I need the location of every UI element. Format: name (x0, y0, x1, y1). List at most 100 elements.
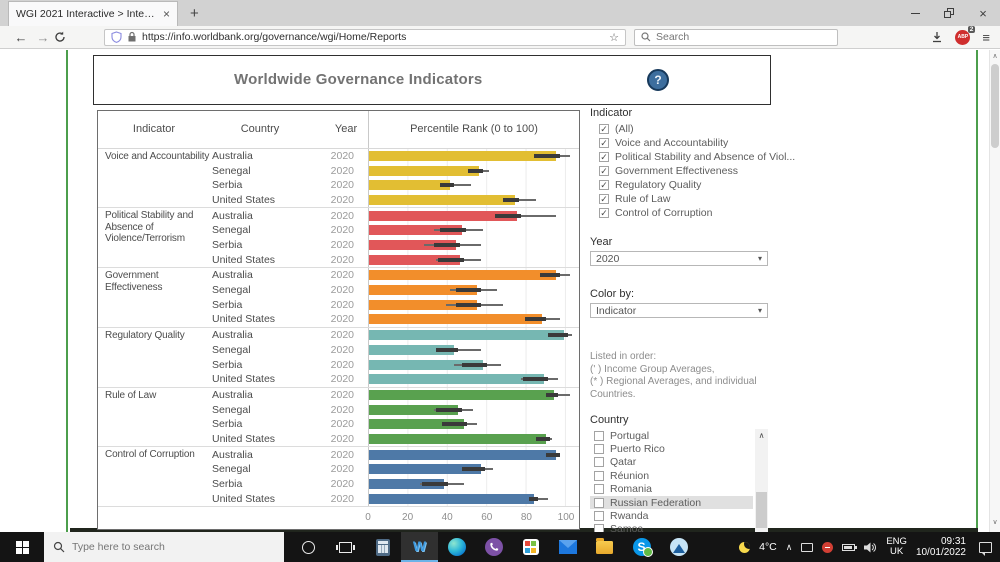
store-app[interactable] (512, 532, 549, 562)
percentile-bar[interactable] (369, 312, 566, 327)
notification-center-icon[interactable] (979, 542, 992, 553)
tray-expand-icon[interactable]: ∧ (786, 542, 793, 553)
bar[interactable] (369, 195, 515, 205)
country-option[interactable]: Puerto Rico (590, 442, 753, 455)
percentile-bar[interactable] (369, 477, 566, 492)
minimize-button[interactable] (898, 0, 932, 26)
mail-app[interactable] (549, 532, 586, 562)
indicator-option[interactable]: ✓ Regulatory Quality (599, 178, 770, 192)
moon-weather-icon[interactable] (739, 542, 750, 553)
percentile-bar[interactable] (369, 357, 566, 372)
year-dropdown[interactable]: 2020 ▾ (590, 251, 768, 266)
checkbox-checked-icon[interactable]: ✓ (599, 208, 609, 218)
indicator-option[interactable]: ✓ Rule of Law (599, 192, 770, 206)
indicator-option[interactable]: ✓ Control of Corruption (599, 206, 770, 220)
cortana-button[interactable] (290, 532, 327, 562)
percentile-bar[interactable] (369, 343, 566, 358)
temperature[interactable]: 4°C (759, 541, 777, 553)
percentile-bar[interactable] (369, 372, 566, 387)
percentile-bar[interactable] (369, 252, 566, 267)
checkbox-unchecked[interactable] (594, 511, 604, 521)
country-list[interactable]: Portugal Puerto Rico Qatar Réunion (590, 429, 768, 542)
shield-icon[interactable] (111, 31, 122, 43)
waterfox-app-active[interactable]: W (401, 532, 438, 562)
checkbox-checked-icon[interactable]: ✓ (599, 194, 609, 204)
url-text[interactable]: https://info.worldbank.org/governance/wg… (142, 31, 604, 43)
percentile-bar[interactable] (369, 432, 566, 447)
checkbox-unchecked[interactable] (594, 471, 604, 481)
bar[interactable] (369, 314, 542, 324)
country-option[interactable]: Qatar (590, 456, 753, 469)
bar[interactable] (369, 180, 450, 190)
url-bar[interactable]: https://info.worldbank.org/governance/wg… (104, 29, 626, 46)
scrollbar-thumb[interactable] (756, 492, 767, 528)
download-icon[interactable] (931, 31, 943, 43)
percentile-bar[interactable] (369, 388, 566, 403)
percentile-bar[interactable] (369, 238, 566, 253)
viber-app[interactable] (475, 532, 512, 562)
browser-tab[interactable]: WGI 2021 Interactive > Interactive Data … (8, 1, 178, 26)
calculator-app[interactable] (364, 532, 401, 562)
bar[interactable] (369, 390, 554, 400)
color-by-dropdown[interactable]: Indicator ▾ (590, 303, 768, 318)
taskbar-search-input[interactable] (72, 541, 275, 553)
percentile-bar[interactable] (369, 163, 566, 178)
scroll-up-icon[interactable]: ∧ (990, 52, 1000, 60)
page-scrollbar[interactable]: ∧ ∨ (989, 50, 1000, 532)
country-option[interactable]: Réunion (590, 469, 753, 482)
percentile-bar[interactable] (369, 193, 566, 208)
checkbox-unchecked[interactable] (594, 484, 604, 494)
reload-icon[interactable] (54, 31, 76, 43)
checkbox-checked-icon[interactable]: ✓ (599, 124, 609, 134)
percentile-bar[interactable] (369, 462, 566, 477)
browser-search-box[interactable] (634, 29, 838, 46)
checkbox-unchecked[interactable] (594, 431, 604, 441)
restore-button[interactable] (932, 0, 966, 26)
percentile-bar[interactable] (369, 208, 566, 223)
file-explorer-app[interactable] (586, 532, 623, 562)
percentile-bar[interactable] (369, 268, 566, 283)
task-view-button[interactable] (327, 532, 364, 562)
checkbox-checked-icon[interactable]: ✓ (599, 152, 609, 162)
bar[interactable] (369, 166, 479, 176)
battery-icon[interactable] (842, 544, 855, 551)
percentile-bar[interactable] (369, 417, 566, 432)
percentile-bar[interactable] (369, 328, 566, 343)
checkbox-unchecked[interactable] (594, 498, 604, 508)
indicator-option[interactable]: ✓ Political Stability and Absence of Vio… (599, 150, 770, 164)
close-button[interactable]: × (966, 0, 1000, 26)
indicator-option[interactable]: ✓ Voice and Accountability (599, 136, 770, 150)
percentile-bar[interactable] (369, 491, 566, 506)
bookmark-star-icon[interactable]: ☆ (609, 31, 619, 44)
adblock-icon[interactable]: ABP 2 (955, 30, 970, 45)
checkbox-checked-icon[interactable]: ✓ (599, 180, 609, 190)
checkbox-checked-icon[interactable]: ✓ (599, 166, 609, 176)
browser-app[interactable] (660, 532, 697, 562)
new-tab-button[interactable]: + (190, 5, 199, 22)
percentile-bar[interactable] (369, 178, 566, 193)
scrollbar-thumb[interactable] (991, 64, 999, 148)
bar[interactable] (369, 434, 546, 444)
scroll-down-icon[interactable]: ∨ (990, 518, 1000, 526)
country-option-highlighted[interactable]: Russian Federation (590, 496, 753, 509)
indicator-option[interactable]: ✓ Government Effectiveness (599, 164, 770, 178)
language-indicator[interactable]: ENG UK (886, 537, 907, 557)
bar[interactable] (369, 270, 556, 280)
checkbox-unchecked[interactable] (594, 444, 604, 454)
percentile-bar[interactable] (369, 297, 566, 312)
start-button[interactable] (0, 532, 44, 562)
lock-icon[interactable] (127, 31, 137, 43)
bar[interactable] (369, 494, 534, 504)
country-option[interactable]: Rwanda (590, 509, 753, 522)
bar[interactable] (369, 330, 564, 340)
indicator-option[interactable]: ✓ (All) (599, 122, 770, 136)
volume-icon[interactable] (864, 542, 877, 553)
percentile-bar[interactable] (369, 283, 566, 298)
percentile-bar[interactable] (369, 447, 566, 462)
skype-app[interactable]: S (623, 532, 660, 562)
taskbar-search[interactable] (44, 532, 284, 562)
bar[interactable] (369, 374, 544, 384)
clock[interactable]: 09:31 10/01/2022 (916, 536, 966, 558)
checkbox-checked-icon[interactable]: ✓ (599, 138, 609, 148)
country-list-scrollbar[interactable]: ∧ (755, 429, 768, 542)
